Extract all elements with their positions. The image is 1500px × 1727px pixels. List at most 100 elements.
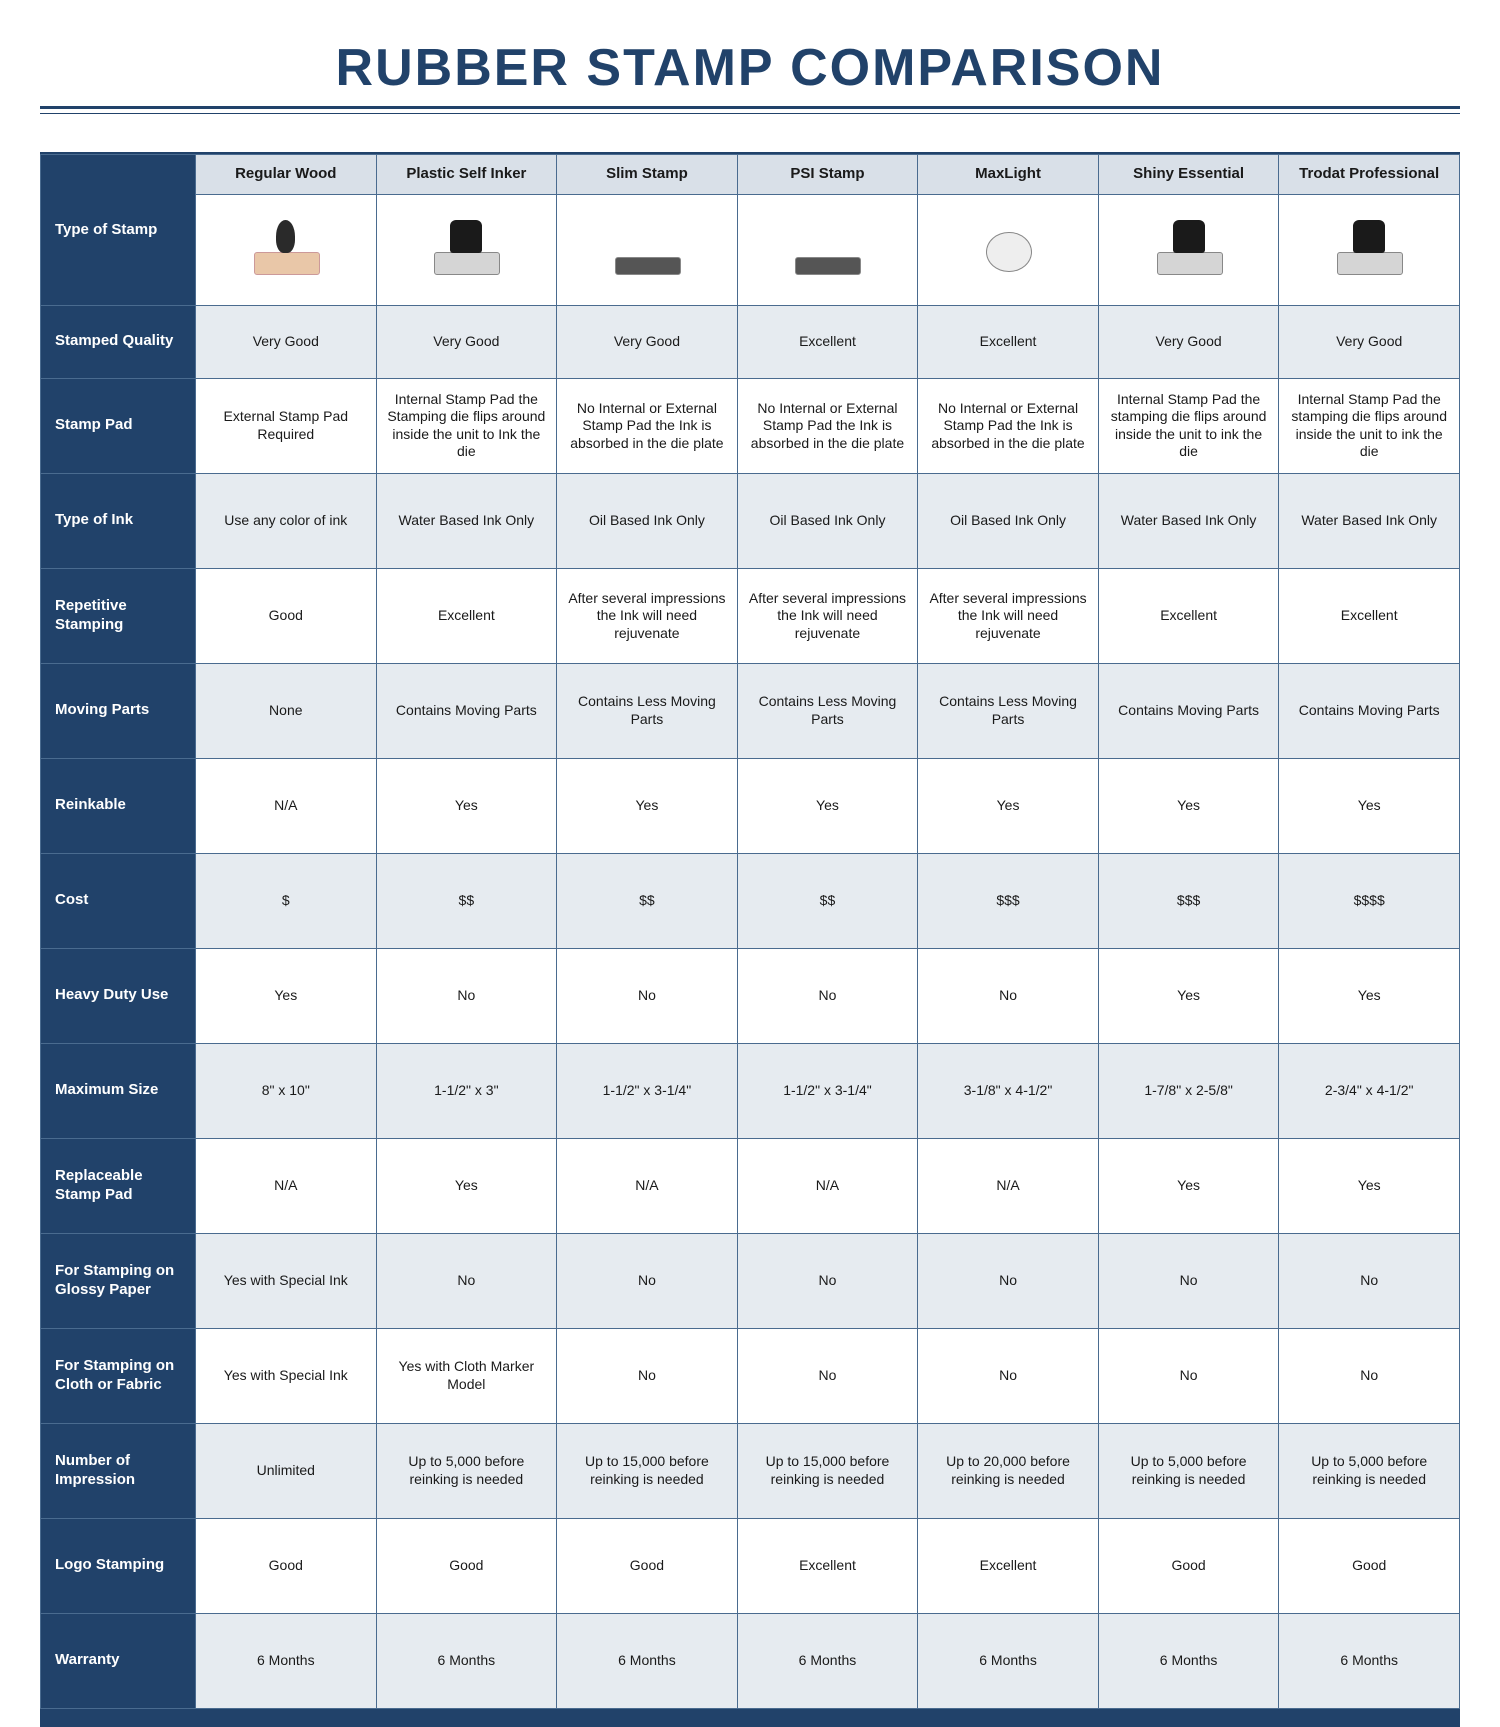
cell: Up to 5,000 before reinking is needed — [1098, 1423, 1279, 1518]
cell: Good — [196, 568, 377, 663]
cell: Yes — [1279, 758, 1460, 853]
table-row: Type of Ink Use any color of ink Water B… — [41, 473, 1460, 568]
cell: Up to 5,000 before reinking is needed — [376, 1423, 557, 1518]
rowlabel: Reinkable — [41, 758, 196, 853]
cell: Excellent — [918, 1518, 1099, 1613]
cell: Water Based Ink Only — [1098, 473, 1279, 568]
cell: 6 Months — [737, 1613, 918, 1708]
cell: External Stamp Pad Required — [196, 378, 377, 473]
col-header: Regular Wood — [196, 155, 377, 195]
cell: 6 Months — [918, 1613, 1099, 1708]
cell: Excellent — [376, 568, 557, 663]
cell: 6 Months — [557, 1613, 738, 1708]
table-row: For Stamping on Cloth or Fabric Yes with… — [41, 1328, 1460, 1423]
title-rule-thick — [40, 106, 1460, 109]
rowlabel: Logo Stamping — [41, 1518, 196, 1613]
cell: No — [737, 948, 918, 1043]
cell: Excellent — [918, 305, 1099, 378]
cell: Up to 15,000 before reinking is needed — [557, 1423, 738, 1518]
cell: Very Good — [1098, 305, 1279, 378]
cell: Good — [376, 1518, 557, 1613]
cell: 1-1/2" x 3-1/4" — [557, 1043, 738, 1138]
cell: Contains Less Moving Parts — [918, 663, 1099, 758]
cell: 6 Months — [1098, 1613, 1279, 1708]
cell: No — [1098, 1328, 1279, 1423]
rowlabel: For Stamping on Cloth or Fabric — [41, 1328, 196, 1423]
cell: Yes — [376, 758, 557, 853]
table-row: Logo Stamping Good Good Good Excellent E… — [41, 1518, 1460, 1613]
stamp-icon — [246, 220, 326, 275]
cell: Very Good — [557, 305, 738, 378]
cell: 6 Months — [196, 1613, 377, 1708]
cell: N/A — [557, 1138, 738, 1233]
rowlabel: Stamp Pad — [41, 378, 196, 473]
table-header-row: Type of Stamp Regular Wood Plastic Self … — [41, 155, 1460, 195]
table-row: Reinkable N/A Yes Yes Yes Yes Yes Yes — [41, 758, 1460, 853]
cell: Internal Stamp Pad the Stamping die flip… — [376, 378, 557, 473]
cell: Yes — [1098, 1138, 1279, 1233]
comparison-table: Type of Stamp Regular Wood Plastic Self … — [40, 154, 1460, 1709]
cell: 8" x 10" — [196, 1043, 377, 1138]
col-header: Shiny Essential — [1098, 155, 1279, 195]
cell: Yes with Cloth Marker Model — [376, 1328, 557, 1423]
cell: Good — [1279, 1518, 1460, 1613]
cell: Yes — [918, 758, 1099, 853]
table-image-row — [41, 194, 1460, 305]
cell: 1-1/2" x 3" — [376, 1043, 557, 1138]
table-row: Warranty 6 Months 6 Months 6 Months 6 Mo… — [41, 1613, 1460, 1708]
cell: Yes — [737, 758, 918, 853]
rowlabel: Maximum Size — [41, 1043, 196, 1138]
cell: N/A — [918, 1138, 1099, 1233]
table-row: Stamp Pad External Stamp Pad Required In… — [41, 378, 1460, 473]
cell: No — [918, 948, 1099, 1043]
cell: None — [196, 663, 377, 758]
comparison-table-wrap: Type of Stamp Regular Wood Plastic Self … — [40, 152, 1460, 1727]
cell: Yes — [1098, 948, 1279, 1043]
cell: Yes — [196, 948, 377, 1043]
table-row: Maximum Size 8" x 10" 1-1/2" x 3" 1-1/2"… — [41, 1043, 1460, 1138]
cell: Oil Based Ink Only — [557, 473, 738, 568]
cell: Oil Based Ink Only — [737, 473, 918, 568]
cell: $$$ — [1098, 853, 1279, 948]
title-block: RUBBER STAMP COMPARISON — [40, 0, 1460, 124]
page: RUBBER STAMP COMPARISON Type of Stamp Re… — [0, 0, 1500, 1727]
cell: Excellent — [737, 1518, 918, 1613]
cell: Up to 15,000 before reinking is needed — [737, 1423, 918, 1518]
rowlabel-type: Type of Stamp — [41, 155, 196, 306]
cell: $$$ — [918, 853, 1099, 948]
cell: Very Good — [196, 305, 377, 378]
cell: No — [557, 1233, 738, 1328]
cell: Excellent — [1098, 568, 1279, 663]
cell: Yes — [376, 1138, 557, 1233]
cell: Excellent — [737, 305, 918, 378]
cell: No Internal or External Stamp Pad the In… — [918, 378, 1099, 473]
cell: Water Based Ink Only — [376, 473, 557, 568]
cell: Very Good — [376, 305, 557, 378]
cell: No — [918, 1328, 1099, 1423]
stamp-icon — [1149, 220, 1229, 275]
cell: Very Good — [1279, 305, 1460, 378]
cell: After several impressions the Ink will n… — [737, 568, 918, 663]
cell: No — [918, 1233, 1099, 1328]
table-row: Heavy Duty Use Yes No No No No Yes Yes — [41, 948, 1460, 1043]
col-header: PSI Stamp — [737, 155, 918, 195]
cell: No Internal or External Stamp Pad the In… — [737, 378, 918, 473]
col-header: Trodat Professional — [1279, 155, 1460, 195]
cell: Up to 20,000 before reinking is needed — [918, 1423, 1099, 1518]
rowlabel: Warranty — [41, 1613, 196, 1708]
cell: $$ — [557, 853, 738, 948]
stamp-image — [1098, 194, 1279, 305]
cell: Yes — [557, 758, 738, 853]
rowlabel: Type of Ink — [41, 473, 196, 568]
col-header: Slim Stamp — [557, 155, 738, 195]
stamp-image — [918, 194, 1099, 305]
cell: Good — [196, 1518, 377, 1613]
cell: $$ — [737, 853, 918, 948]
cell: Contains Moving Parts — [1279, 663, 1460, 758]
cell: 1-7/8" x 2-5/8" — [1098, 1043, 1279, 1138]
stamp-image — [196, 194, 377, 305]
rowlabel: Cost — [41, 853, 196, 948]
stamp-icon — [1329, 220, 1409, 275]
cell: Yes — [1279, 1138, 1460, 1233]
cell: After several impressions the Ink will n… — [918, 568, 1099, 663]
